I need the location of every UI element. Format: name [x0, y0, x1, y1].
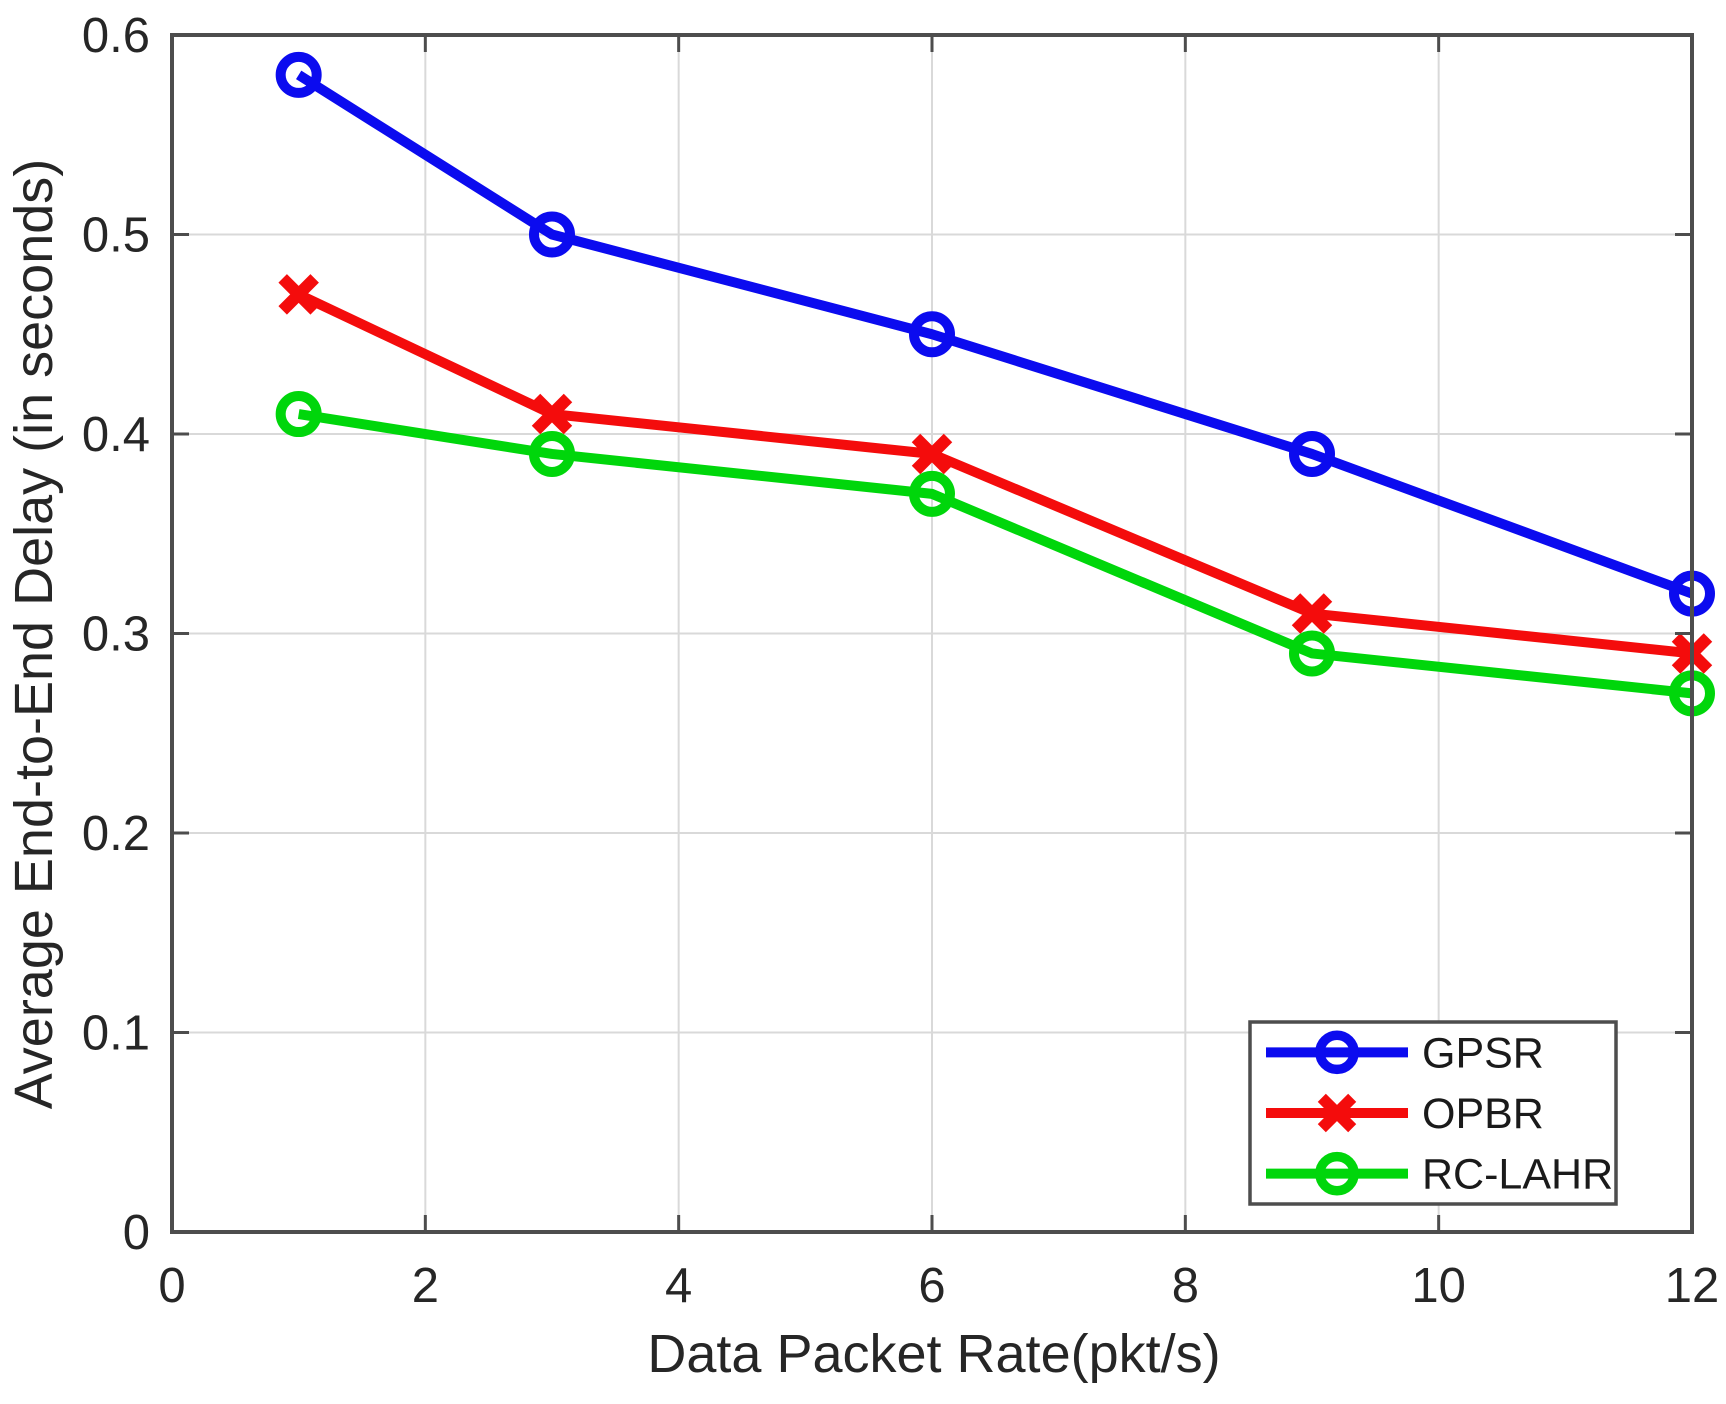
marker-circle [1289, 630, 1335, 677]
x-tick-label: 12 [1665, 1259, 1720, 1313]
x-tick-label: 4 [665, 1259, 692, 1313]
marker-x [1291, 593, 1333, 634]
x-tick-label: 2 [412, 1259, 439, 1313]
marker-circle [909, 311, 955, 358]
series-line-rc-lahr [297, 409, 1693, 699]
marker-x [1317, 1093, 1357, 1133]
x-axis-label: Data Packet Rate(pkt/s) [647, 1324, 1220, 1384]
x-tick-label: 8 [1172, 1259, 1199, 1313]
axes-layer [170, 33, 1694, 1234]
y-tick-label: 0.3 [82, 608, 150, 662]
grid-layer [172, 35, 1692, 1232]
marker-circle [1315, 1030, 1359, 1075]
marker-circle [529, 211, 575, 258]
legend: GPSR OPBR RC-LAHR [1248, 1020, 1618, 1206]
legend-label: OPBR [1422, 1090, 1544, 1138]
series-line-gpsr [296, 70, 1694, 599]
x-tick-label: 10 [1411, 1259, 1466, 1313]
marker-circle [1315, 1151, 1359, 1196]
y-tick-label: 0.5 [82, 209, 150, 263]
y-tick-label: 0.6 [82, 9, 150, 63]
marker-circle [275, 51, 322, 98]
x-tick-label: 0 [158, 1259, 185, 1313]
marker-x [531, 393, 573, 435]
legend-label: GPSR [1422, 1029, 1544, 1077]
y-axis-label: Average End-to-End Delay (in seconds) [4, 159, 64, 1110]
series-line-opbr [296, 289, 1693, 659]
legend-label: RC-LAHR [1422, 1151, 1613, 1199]
marker-circle [1289, 430, 1335, 477]
y-tick-label: 0.4 [82, 408, 150, 462]
marker-x [911, 433, 953, 475]
marker-x [278, 274, 319, 315]
series-layer [275, 51, 1715, 717]
y-tick-label: 0 [123, 1206, 150, 1260]
marker-circle [909, 470, 955, 517]
marker-circle [529, 430, 575, 477]
marker-circle [275, 391, 322, 438]
y-tick-label: 0.1 [82, 1007, 150, 1061]
tick-label-layer: 0 2 4 6 8 10 12 0 0.1 0.2 0.3 0.4 0.5 0.6 [82, 9, 1719, 1313]
y-tick-label: 0.2 [82, 807, 150, 861]
x-tick-label: 6 [918, 1259, 945, 1313]
